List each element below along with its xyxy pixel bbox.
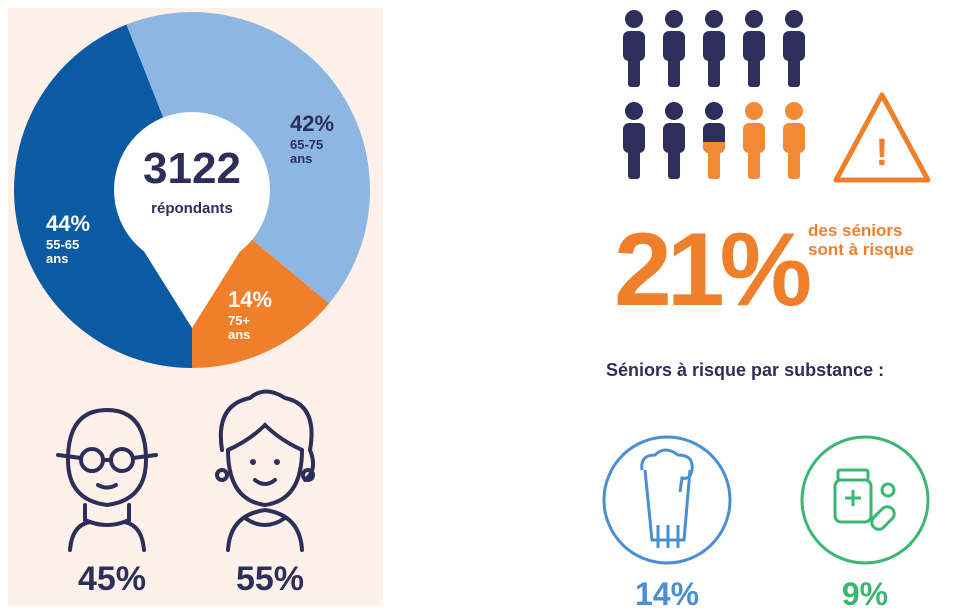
person-head xyxy=(705,10,723,28)
infographic: 3122 répondants 45% 55% ! 21% Séniors à … xyxy=(0,0,953,612)
person-icon xyxy=(743,10,765,87)
segment-category: 75+ ans xyxy=(228,314,272,343)
person-legs xyxy=(748,55,760,87)
substance-title: Séniors à risque par substance : xyxy=(606,360,884,380)
substance-label: 9% xyxy=(842,576,888,612)
center-label: répondants xyxy=(151,200,233,217)
person-head xyxy=(705,102,723,120)
person-head xyxy=(665,102,683,120)
person-icon xyxy=(783,102,805,179)
person-icon xyxy=(623,10,645,87)
person-head xyxy=(665,10,683,28)
segment-category: 65-75 ans xyxy=(290,138,334,167)
person-legs xyxy=(748,147,760,179)
person-legs xyxy=(708,55,720,87)
person-icon xyxy=(743,102,765,179)
person-legs xyxy=(628,147,640,179)
person-icon xyxy=(783,10,805,87)
person-legs xyxy=(668,147,680,179)
person-legs xyxy=(788,55,800,87)
person-icon xyxy=(703,10,725,87)
person-head xyxy=(625,10,643,28)
center-value: 3122 xyxy=(143,144,241,193)
person-icon xyxy=(663,102,685,179)
person-legs xyxy=(708,147,720,179)
drug-circle xyxy=(802,437,928,563)
segment-category: 55-65 ans xyxy=(46,238,90,267)
person-legs xyxy=(788,147,800,179)
pill-icon xyxy=(835,470,897,532)
page: 3122 répondants 45% 55% ! 21% Séniors à … xyxy=(0,0,953,612)
warning-mark: ! xyxy=(876,132,889,174)
beer-icon xyxy=(642,450,692,548)
gender-label: 55% xyxy=(236,560,304,598)
segment-value: 14% xyxy=(228,288,272,312)
substance-label: 14% xyxy=(635,576,699,612)
person-head xyxy=(785,10,803,28)
person-icon xyxy=(623,102,645,179)
person-legs xyxy=(628,55,640,87)
person-icon xyxy=(703,102,725,179)
person-head xyxy=(745,102,763,120)
person-head xyxy=(625,102,643,120)
risk-text: des séniors sont à risque xyxy=(808,222,928,259)
person-head xyxy=(785,102,803,120)
person-head xyxy=(745,10,763,28)
person-icon xyxy=(663,10,685,87)
people-icons xyxy=(623,10,805,179)
gender-label: 45% xyxy=(78,560,146,598)
segment-value: 44% xyxy=(46,212,90,236)
person-legs xyxy=(668,55,680,87)
risk-value: 21% xyxy=(614,212,810,328)
segment-value: 42% xyxy=(290,112,334,136)
